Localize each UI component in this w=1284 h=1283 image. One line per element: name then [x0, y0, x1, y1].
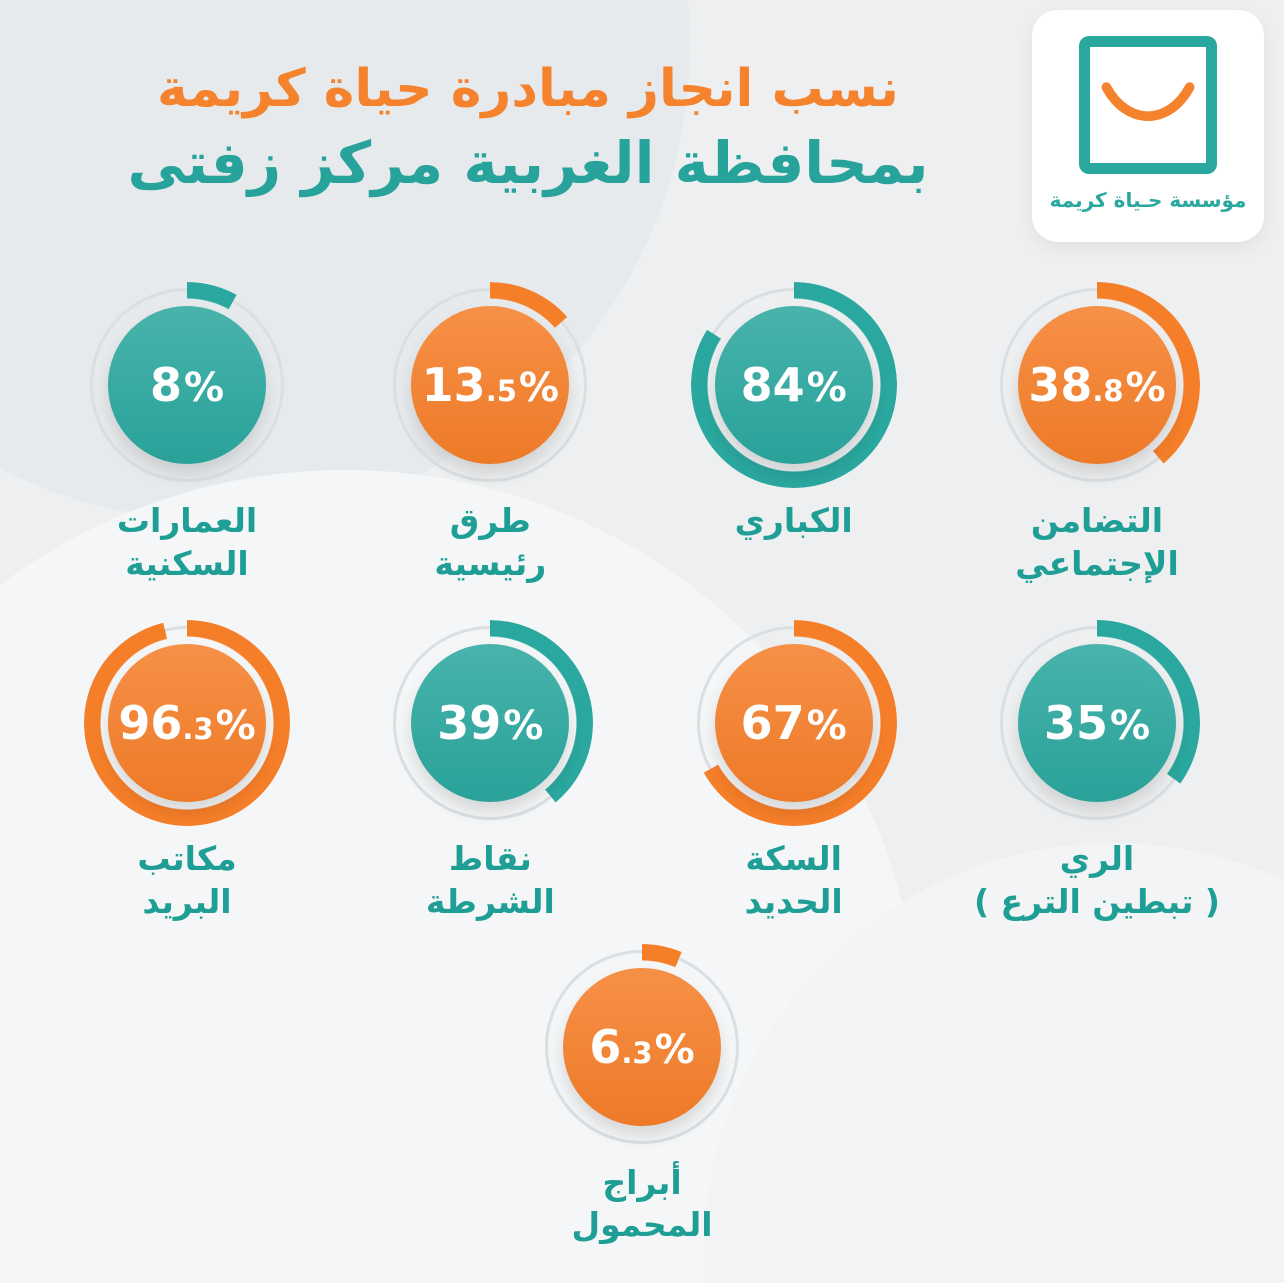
item-label: التضامن الإجتماعي — [1015, 501, 1179, 583]
progress-donut-main-roads: 13.5% — [387, 282, 594, 488]
title-line-1: نسب انجاز مبادرة حياة كريمة — [157, 59, 899, 119]
item-label: الري ( تبطين الترع ) — [973, 838, 1221, 921]
chart-row-3: 6.3% أبراج المحمول — [0, 943, 1284, 1248]
donut-center: 96.3% — [108, 643, 266, 802]
progress-donut-social-solidarity: 38.8% — [993, 282, 1200, 488]
progress-donut-railways: 67% — [690, 619, 897, 826]
smile-icon — [1079, 36, 1217, 174]
chart-item-railways: 67% السكة الحديد — [651, 619, 937, 924]
percent-value: 96.3% — [118, 695, 256, 750]
percent-value: 39% — [437, 695, 544, 750]
donut-center: 13.5% — [411, 306, 570, 464]
title-line-2: بمحافظة الغربية مركز زفتى — [127, 129, 929, 198]
chart-item-mobile-towers: 6.3% أبراج المحمول — [499, 943, 785, 1248]
percent-value: 35% — [1043, 695, 1151, 750]
chart-item-police-points: 39% نقاط الشرطة — [347, 619, 633, 924]
progress-donut-bridges: 84% — [690, 282, 897, 488]
donut-center: 8% — [108, 306, 266, 464]
chart-item-bridges: 84% الكباري — [651, 282, 937, 586]
percent-value: 6.3% — [589, 1019, 695, 1074]
chart-row-1: 8% العمارات السكنية 13.5% طرق — [0, 282, 1284, 586]
header: نسب انجاز مبادرة حياة كريمة بمحافظة الغر… — [0, 0, 1284, 242]
chart-item-post-offices: 96.3% مكاتب البريد — [44, 619, 330, 924]
percent-value: 67% — [740, 695, 847, 750]
item-label: مكاتب البريد — [137, 838, 237, 921]
item-label: السكة الحديد — [744, 838, 843, 921]
percent-value: 84% — [740, 358, 847, 412]
progress-donut-irrigation: 35% — [993, 619, 1200, 826]
smile-curve — [1101, 82, 1195, 121]
donut-center: 6.3% — [563, 967, 721, 1126]
progress-donut-mobile-towers: 6.3% — [539, 943, 745, 1150]
progress-donut-post-offices: 96.3% — [84, 619, 290, 826]
logo: مؤسسة حـياة كريمة — [1032, 10, 1264, 242]
chart-item-irrigation: 35% الري ( تبطين الترع ) — [954, 619, 1240, 924]
percent-value: 13.5% — [421, 358, 559, 412]
item-label: أبراج المحمول — [571, 1162, 713, 1245]
donut-center: 35% — [1017, 643, 1176, 802]
chart-item-social-solidarity: 38.8% التضامن الإجتماعي — [954, 282, 1240, 586]
page-title: نسب انجاز مبادرة حياة كريمة بمحافظة الغر… — [24, 54, 1032, 202]
donut-center: 67% — [714, 643, 873, 802]
donut-center: 38.8% — [1017, 306, 1176, 464]
chart-item-residential-buildings: 8% العمارات السكنية — [44, 282, 330, 586]
chart-row-2: 96.3% مكاتب البريد 39% نقاط — [0, 619, 1284, 924]
item-label: نقاط الشرطة — [425, 838, 555, 921]
logo-caption: مؤسسة حـياة كريمة — [1049, 188, 1247, 212]
item-label: طرق رئيسية — [434, 501, 547, 583]
progress-donut-police-points: 39% — [387, 619, 594, 826]
donut-center: 39% — [411, 643, 570, 802]
percent-value: 8% — [149, 358, 225, 412]
chart-item-main-roads: 13.5% طرق رئيسية — [347, 282, 633, 586]
progress-donut-residential-buildings: 8% — [84, 282, 290, 488]
item-label: العمارات السكنية — [116, 501, 258, 583]
percent-value: 38.8% — [1028, 358, 1166, 412]
item-label: الكباري — [734, 501, 853, 540]
donut-center: 84% — [714, 306, 873, 464]
